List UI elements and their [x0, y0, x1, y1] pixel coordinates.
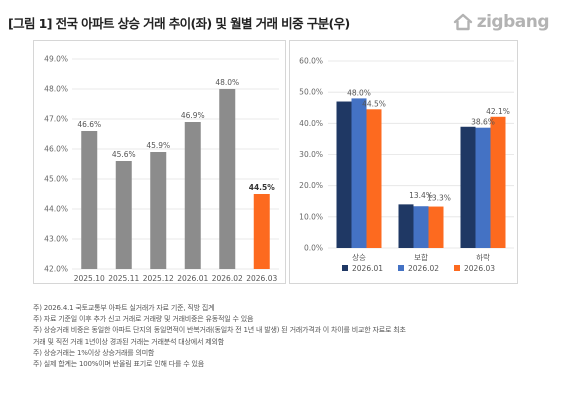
- y-tick-label: 30.0%: [299, 150, 323, 159]
- zigbang-logo: zigbang: [453, 12, 550, 32]
- bar: [351, 98, 367, 249]
- footnote: 주) 상승거래는 1%이상 상승거래를 의미함: [33, 348, 155, 357]
- legend-label: 2026.02: [408, 264, 439, 273]
- logo-text: zigbang: [476, 12, 550, 32]
- data-label: 46.6%: [77, 120, 101, 129]
- bar: [115, 161, 132, 269]
- left-bar-chart: 42.0% 43.0% 44.0% 45.0% 46.0% 47.0% 48.0% 49.0%…: [44, 55, 279, 283]
- x-tick-label: 2026.01: [177, 274, 208, 283]
- data-label: 42.1%: [486, 107, 510, 116]
- data-label: 48.0%: [215, 78, 239, 87]
- left-chart-panel: 42.0% 43.0% 44.0% 45.0% 46.0% 47.0% 48.0% 49.0%…: [33, 40, 286, 284]
- footnote: 주) 자료 기준일 이후 추가 신고 거래로 거래량 및 거래비중은 유동적일 …: [33, 315, 254, 324]
- bar: [184, 122, 201, 269]
- y-tick-label: 10.0%: [299, 212, 323, 221]
- bar: [336, 101, 352, 248]
- zigbang-house-icon: [453, 13, 472, 31]
- right-chart-panel: 0.0% 10.0% 20.0% 30.0% 40.0% 50.0% 60.0% 상승 보합 하락…: [289, 40, 518, 284]
- bar: [219, 89, 236, 269]
- y-tick-label: 50.0%: [299, 88, 323, 97]
- legend-label: 2026.03: [464, 264, 495, 273]
- x-tick-label: 하락: [476, 252, 490, 262]
- bar: [490, 116, 506, 248]
- data-label: 44.5%: [362, 99, 386, 108]
- data-label: 13.3%: [427, 194, 451, 203]
- footnote: 주) 상승거래 비중은 동일한 아파트 단지의 동일면적이 반복거래(동일차 전…: [33, 326, 406, 335]
- footnote: 거래 및 직전 거래 1년이상 경과된 거래는 거래분석 대상에서 제외함: [33, 337, 224, 346]
- footnote: 주) 실제 합계는 100%이며 반올림 표기로 인해 다를 수 있음: [33, 360, 205, 369]
- footnote: 주) 2026.4.1 국토교통부 아파트 실거래가 자료 기준, 직방 집계: [33, 304, 215, 312]
- y-tick-label: 46.0%: [44, 145, 68, 154]
- legend-swatch: [342, 265, 348, 271]
- y-tick-label: 44.0%: [44, 205, 68, 214]
- figure-title: [그림 1] 전국 아파트 상승 거래 추이(좌) 및 월별 거래 비중 구분(…: [8, 16, 350, 31]
- bar: [150, 152, 167, 269]
- legend-label: 2026.01: [352, 264, 383, 273]
- data-label: 45.6%: [112, 150, 136, 159]
- x-tick-label: 2025.12: [143, 274, 174, 283]
- bar: [460, 126, 476, 248]
- data-label: 48.0%: [347, 88, 371, 97]
- x-tick-label: 상승: [352, 252, 366, 262]
- x-tick-label: 2026.02: [212, 274, 243, 283]
- bar: [253, 194, 270, 269]
- x-tick-label: 보합: [414, 253, 428, 262]
- legend-swatch: [454, 265, 460, 271]
- bar: [81, 131, 98, 269]
- data-label: 38.6%: [471, 118, 495, 127]
- footnotes: 주) 2026.4.1 국토교통부 아파트 실거래가 자료 기준, 직방 집계 …: [33, 303, 553, 370]
- y-tick-label: 48.0%: [44, 85, 68, 94]
- right-grouped-bar-chart: 0.0% 10.0% 20.0% 30.0% 40.0% 50.0% 60.0% 상승 보합 하락…: [299, 57, 514, 273]
- y-tick-label: 40.0%: [299, 119, 323, 128]
- y-tick-label: 0.0%: [304, 244, 323, 253]
- y-tick-label: 20.0%: [299, 181, 323, 190]
- bar: [398, 204, 414, 248]
- y-tick-label: 60.0%: [299, 57, 323, 66]
- y-tick-label: 45.0%: [44, 175, 68, 184]
- legend-swatch: [398, 265, 404, 271]
- y-tick-label: 43.0%: [44, 235, 68, 244]
- bar: [366, 109, 382, 248]
- data-label: 44.5%: [249, 183, 276, 192]
- data-label: 45.9%: [146, 141, 170, 150]
- data-label: 13.4%: [409, 191, 433, 200]
- y-tick-label: 47.0%: [44, 115, 68, 124]
- x-tick-label: 2025.10: [74, 274, 105, 283]
- x-tick-label: 2026.03: [246, 274, 277, 283]
- x-tick-label: 2025.11: [108, 274, 139, 283]
- y-tick-label: 42.0%: [44, 265, 68, 274]
- bar: [428, 206, 444, 248]
- bar: [413, 206, 429, 248]
- y-tick-label: 49.0%: [44, 55, 68, 64]
- bar: [475, 127, 491, 248]
- data-label: 46.9%: [181, 111, 205, 120]
